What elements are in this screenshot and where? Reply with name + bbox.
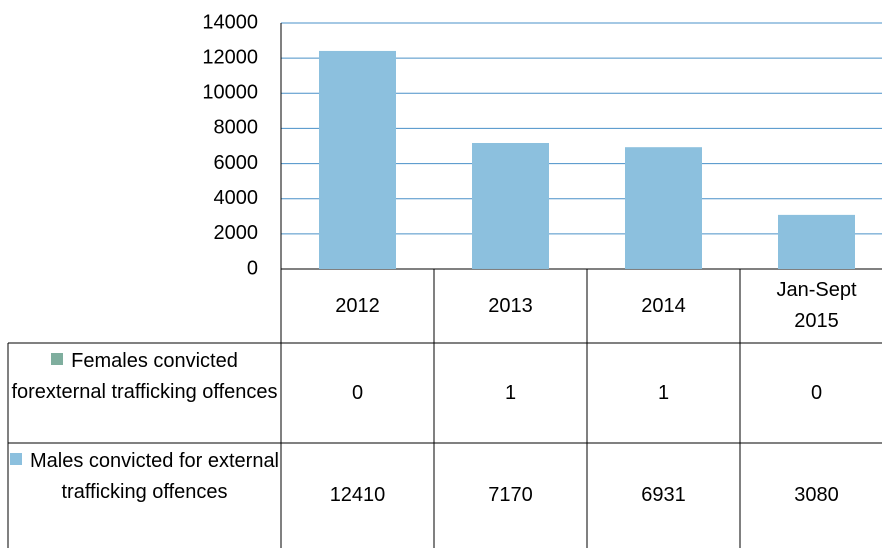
y-tick-label: 4000 bbox=[214, 187, 259, 209]
y-tick-label: 2000 bbox=[214, 222, 259, 244]
y-tick-label: 14000 bbox=[202, 11, 258, 33]
legend-entry: Males convicted for external trafficking… bbox=[10, 443, 279, 548]
table-value: 12410 bbox=[329, 484, 386, 506]
y-tick-label: 0 bbox=[247, 257, 258, 279]
legend-label: Females convicted forexternal traffickin… bbox=[11, 350, 278, 403]
table-value: 1 bbox=[657, 381, 670, 404]
table-value: 1 bbox=[504, 381, 517, 404]
y-tick-label: 8000 bbox=[214, 117, 259, 139]
bar bbox=[778, 214, 855, 269]
x-tick-label: Jan-Sept 2015 bbox=[776, 279, 857, 332]
legend-swatch bbox=[10, 453, 22, 465]
table-value: 0 bbox=[810, 381, 823, 404]
x-tick-label: 2014 bbox=[641, 294, 686, 317]
table-value: 3080 bbox=[794, 484, 839, 506]
x-tick-label: 2012 bbox=[335, 294, 380, 317]
table-value: 6931 bbox=[641, 484, 686, 506]
y-tick-label: 12000 bbox=[202, 46, 258, 68]
y-tick-label: 10000 bbox=[202, 82, 258, 104]
x-tick-label: 2013 bbox=[488, 294, 533, 317]
bar bbox=[472, 142, 549, 269]
table-value: 7170 bbox=[488, 484, 533, 506]
y-tick-label: 6000 bbox=[214, 152, 259, 174]
legend-label: Males convicted for external trafficking… bbox=[30, 450, 280, 503]
legend-entry: Females convicted forexternal traffickin… bbox=[10, 343, 279, 443]
table-value: 0 bbox=[351, 381, 364, 404]
bar bbox=[625, 147, 702, 269]
legend-swatch bbox=[51, 353, 64, 365]
bar bbox=[319, 50, 396, 270]
